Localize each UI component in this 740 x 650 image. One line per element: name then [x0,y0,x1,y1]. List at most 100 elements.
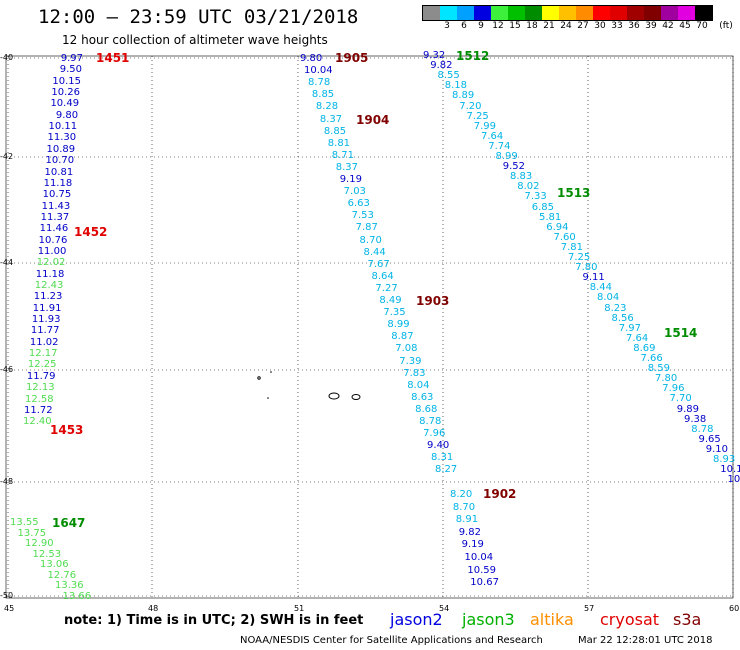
legend-swatch [491,6,508,20]
track-value: 8.37 [319,113,343,125]
track-value: 10.11 [48,121,78,133]
track-value: 11.93 [31,314,61,326]
lon-tick-label: 57 [584,604,595,613]
track-value: 9.80 [55,109,79,121]
track-value: 7.99 [473,120,497,132]
legend-label: 9 [478,21,484,31]
track-value: 8.78 [691,423,714,435]
track-value: 12.43 [34,280,64,291]
track-value: 8.78 [307,77,331,89]
track-value: 10.15 [52,75,82,87]
legend-label: 15 [509,21,521,31]
track-value: 8.55 [437,70,460,82]
track-value: 12.90 [25,538,54,549]
track-value: 8.78 [419,416,442,427]
pass-id-label: 1452 [74,225,108,239]
track-value: 8.04 [407,379,430,391]
track-value: 11.72 [23,404,53,416]
satellite-legend-jason3: jason3 [462,610,515,629]
track-value: 9.80 [300,53,323,64]
track-value: 8.93 [713,454,736,465]
track-value: 8.27 [434,464,458,476]
legend-swatch [644,6,661,20]
track-value: 7.20 [459,100,482,112]
pass-id-label: 1904 [356,113,390,127]
track-value: 7.80 [655,373,678,385]
lat-tick-label: -42 [0,152,14,161]
track-value: 7.35 [383,307,406,319]
track-value: 6.94 [546,221,569,233]
legend-label: 27 [577,21,589,31]
legend-swatch [423,6,440,20]
track-value: 10.49 [50,98,80,110]
track-value: 7.25 [568,252,591,263]
track-value: 8.70 [452,501,476,513]
track-value: 11.37 [40,211,70,223]
lat-tick-label: -50 [0,591,14,600]
track-value: 8.91 [455,514,479,526]
track-value: 5.81 [539,211,562,223]
track-value: 8.56 [611,312,634,324]
track-value: 7.27 [375,282,398,294]
lon-tick-label: 45 [4,604,15,613]
track-value: 7.83 [403,367,426,379]
track-value: 7.70 [669,393,692,405]
track-value: 6.63 [347,198,370,210]
legend-label: 12 [492,21,504,31]
pass-id-label: 1513 [557,186,591,200]
track-value: 8.64 [371,270,394,282]
track-value: 11.30 [47,132,77,144]
legend-unit: (ft) [719,21,733,31]
legend-swatch [508,6,525,20]
track-value: 11.02 [29,336,59,348]
track-value: 11.43 [41,200,71,212]
track-value: 11.00 [37,245,67,257]
legend-swatch [593,6,610,20]
legend-label: 70 [696,21,708,31]
track-value: 8.87 [391,331,414,343]
track-value: 12.13 [25,382,55,394]
track-value: 9.82 [430,60,453,72]
track-value: 10.81 [44,166,74,178]
legend-label: 30 [594,21,606,31]
legend-label: 3 [444,21,450,31]
legend-label: 6 [461,21,467,31]
track-value: 7.81 [560,241,584,253]
legend-swatch [474,6,491,20]
track-value: 9.10 [705,443,729,455]
track-value: 10.26 [51,87,81,99]
track-value: 8.28 [315,101,339,113]
track-value: 10.04 [464,552,494,563]
track-value: 9.50 [59,64,83,76]
track-value: 8.99 [495,151,518,162]
track-value: 10.76 [38,234,68,246]
lat-tick-label: -44 [0,258,14,267]
lat-tick-label: -46 [0,365,14,374]
track-value: 13.55 [10,517,39,528]
lon-tick-label: 60 [729,604,740,613]
track-value: 12.17 [28,348,58,360]
legend-swatch [576,6,593,20]
track-value: 9.19 [339,174,362,185]
map-frame [5,55,734,599]
track-value: 8.71 [331,149,355,161]
island-outline [328,392,340,400]
legend-label: 42 [662,21,674,31]
footer-note: note: 1) Time is in UTC; 2) SWH is in fe… [64,613,364,628]
pass-id-label: 1647 [52,516,86,530]
track-value: 11.46 [39,223,69,235]
track-value: 7.53 [351,210,374,222]
track-value: 8.31 [431,452,454,464]
track-value: 8.63 [411,391,434,403]
track-value: 8.23 [604,302,627,314]
track-value: 9.97 [60,53,83,64]
satellite-legend-jason2: jason2 [390,610,443,629]
lon-tick-label: 51 [294,604,305,613]
track-value: 8.59 [647,363,671,375]
track-value: 13.66 [62,590,92,602]
track-value: 11.23 [33,291,63,303]
track-value: 11.77 [30,325,60,337]
track-value: 7.39 [399,355,422,367]
track-value: 11.18 [35,268,65,280]
